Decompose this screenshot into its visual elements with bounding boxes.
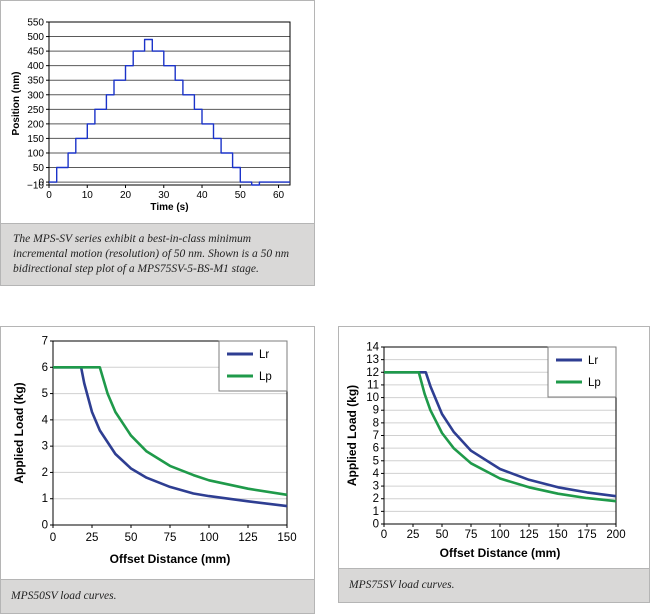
series-line-lp (384, 370, 617, 503)
legend-label-lr: Lr (588, 355, 598, 367)
y-tick-label: 150 (27, 134, 44, 145)
y-axis-label: Applied Load (kg) (12, 382, 26, 483)
legend-box (218, 340, 288, 392)
x-tick-label: 25 (86, 532, 99, 544)
x-tick-label: 40 (196, 190, 208, 201)
y-tick-label: 0 (42, 520, 48, 532)
x-tick-label: 200 (606, 529, 625, 541)
y-tick-label: 6 (42, 362, 48, 374)
y-tick-label: −10 (27, 181, 44, 192)
y-axis-label: Position (nm) (11, 72, 22, 136)
mps75sv-panel: 0 1 2 3 4 5 6 7 8 9 10 11 12 13 14 0 25 50 75 100 125 150 175 2… (338, 326, 650, 603)
x-tick-label: 75 (465, 529, 478, 541)
x-tick-label: 100 (199, 532, 218, 544)
x-tick-label: 20 (120, 190, 132, 201)
x-tick-label: 50 (235, 190, 247, 201)
series-line-lp (53, 365, 288, 497)
x-tick-label: 125 (238, 532, 257, 544)
y-tick-label: 9 (373, 405, 379, 417)
x-tick-label: 25 (407, 529, 420, 541)
y-tick-label: 1 (42, 493, 48, 505)
plot-frame (383, 346, 617, 525)
legend-box (547, 346, 617, 398)
x-tick-label: 150 (548, 529, 567, 541)
y-tick-label: 200 (27, 119, 44, 130)
y-tick-label: 3 (42, 441, 48, 453)
legend-label-lr: Lr (259, 349, 269, 361)
y-tick-label: 500 (27, 32, 44, 43)
legend-label-lp: Lp (259, 371, 272, 383)
x-tick-label: 60 (273, 190, 285, 201)
x-axis-label: Time (s) (150, 202, 188, 213)
y-tick-label: 8 (373, 417, 379, 429)
x-tick-label: 175 (577, 529, 596, 541)
y-tick-label: 50 (33, 163, 45, 174)
y-tick-label: 4 (373, 468, 380, 480)
y-tick-label: 100 (27, 148, 44, 159)
series-line-lr (53, 365, 288, 508)
y-tick-label: 13 (366, 354, 379, 366)
x-tick-label: 0 (50, 532, 56, 544)
step-plot-chart: −100 50 100 150 200 250 300 350 400 450 500 550 0 10 2… (11, 18, 291, 213)
legend-label-lp: Lp (588, 377, 601, 389)
x-axis-label: Offset Distance (mm) (110, 552, 231, 566)
mps75sv-caption: MPS75SV load curves. (339, 568, 649, 602)
y-tick-label: 14 (366, 342, 379, 354)
y-tick-label: 400 (27, 61, 44, 72)
plot-frame (52, 340, 288, 526)
x-tick-label: 30 (158, 190, 170, 201)
step-plot-panel: −10 0 50 100 150 200 250 300 350 400 450 500 550 0 10 2… (0, 0, 315, 286)
x-tick-label: 125 (519, 529, 538, 541)
y-tick-label: 3 (373, 481, 379, 493)
y-tick-label: 4 (42, 414, 49, 426)
step-plot-caption: The MPS-SV series exhibit a best-in-clas… (1, 223, 314, 285)
y-tick-label: 6 (373, 443, 379, 455)
y-axis-label: Applied Load (kg) (345, 385, 359, 486)
series-line-lr (384, 370, 617, 498)
y-tick-label: 2 (42, 467, 48, 479)
y-tick-label: 1 (373, 506, 379, 518)
y-tick-label: 7 (373, 430, 379, 442)
y-tick-label: 5 (42, 388, 48, 400)
y-tick-label: 7 (42, 336, 48, 348)
x-tick-label: 50 (125, 532, 138, 544)
y-tick-label: 10 (366, 392, 379, 404)
y-tick-label: 0 (38, 178, 44, 189)
plot-frame (48, 21, 291, 186)
x-tick-label: 75 (164, 532, 177, 544)
y-tick-label: 550 (27, 18, 44, 29)
y-tick-label: 11 (367, 379, 379, 391)
y-tick-label: 250 (27, 105, 44, 116)
x-tick-label: 100 (490, 529, 509, 541)
mps50sv-chart: 0 1 2 3 4 5 6 7 0 25 50 75 100 125 150 Offset Distance … (12, 336, 297, 567)
x-tick-label: 10 (82, 190, 94, 201)
x-axis-label: Offset Distance (mm) (440, 546, 561, 560)
x-tick-label: 0 (46, 190, 52, 201)
x-tick-label: 50 (436, 529, 449, 541)
y-tick-label: 2 (373, 493, 379, 505)
x-tick-label: 0 (381, 529, 387, 541)
y-tick-label: 5 (373, 455, 379, 467)
series-line (49, 38, 290, 186)
mps50sv-panel: 0 1 2 3 4 5 6 7 0 25 50 75 100 125 150 Offset Distance … (0, 326, 315, 614)
y-tick-label: 12 (366, 367, 379, 379)
x-tick-label: 150 (277, 532, 296, 544)
y-tick-label: 0 (373, 519, 379, 531)
y-tick-label: 300 (27, 90, 44, 101)
mps50sv-caption: MPS50SV load curves. (1, 579, 314, 613)
y-tick-label: 350 (27, 76, 44, 87)
y-tick-label: 450 (27, 47, 44, 58)
